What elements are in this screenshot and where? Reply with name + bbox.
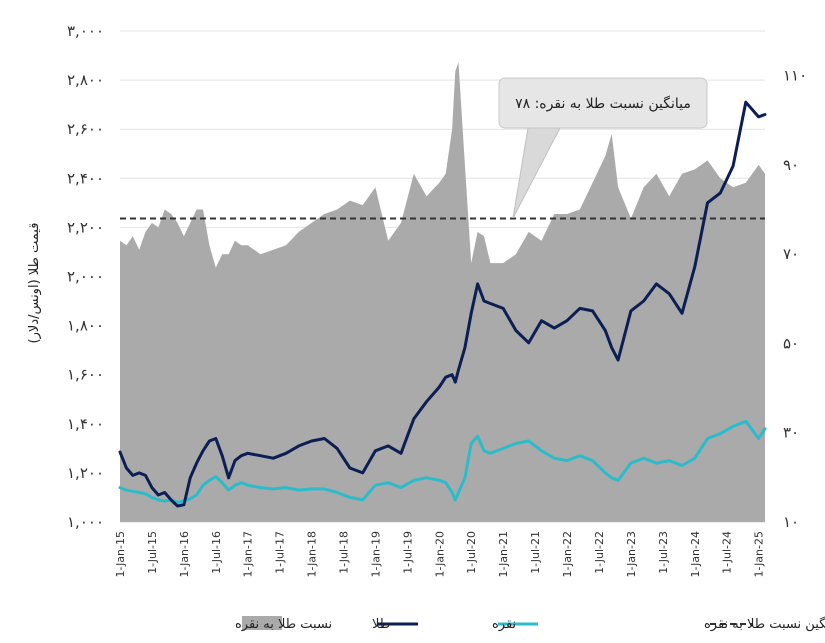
- y2-tick-label: ۵۰: [783, 334, 799, 352]
- right-axis-ticks: ۱۰ ۳۰ ۵۰ ۷۰ ۹۰ ۱۱۰: [783, 67, 807, 531]
- x-axis-ticks: 1-Jan-15 1-Jul-15 1-Jan-16 1-Jul-16 1-Jan-17…: [114, 531, 766, 578]
- x-tick-label: 1-Jan-15: [114, 531, 127, 578]
- y2-tick-label: ۷۰: [783, 245, 799, 263]
- y-tick-label: ۱,۲۰۰: [67, 464, 104, 482]
- x-tick-label: 1-Jul-22: [593, 531, 606, 574]
- legend: نسبت طلا به نقره طلا نقره میانگین نسبت طلا …: [235, 616, 825, 632]
- y2-tick-label: ۹۰: [783, 156, 799, 174]
- x-tick-label: 1-Jan-25: [753, 531, 766, 578]
- x-tick-label: 1-Jan-16: [178, 531, 191, 578]
- y-tick-label: ۳,۰۰۰: [67, 22, 104, 40]
- x-tick-label: 1-Jan-18: [306, 531, 319, 578]
- y-tick-label: ۱,۴۰۰: [67, 415, 104, 433]
- average-ratio-callout: میانگین نسبت طلا به نقره: ۷۸: [498, 77, 708, 219]
- price-lines-layer: [118, 100, 767, 508]
- callout-box: [498, 77, 708, 129]
- x-tick-label: 1-Jul-24: [721, 531, 734, 574]
- left-axis-ticks: ۱,۰۰۰ ۱,۲۰۰ ۱,۴۰۰ ۱,۶۰۰ ۱,۸۰۰ ۲,۰۰۰ ۲,۲۰۰ ۲,۴۰۰…: [67, 22, 104, 531]
- legend-label-silver: نقره: [492, 617, 516, 632]
- y-tick-label: ۲,۸۰۰: [67, 71, 104, 89]
- x-tick-label: 1-Jul-17: [274, 531, 287, 574]
- x-tick-label: 1-Jan-19: [369, 531, 382, 578]
- silver-line: [118, 419, 767, 504]
- ratio-area-series: [120, 62, 765, 522]
- x-tick-label: 1-Jul-15: [146, 531, 159, 574]
- x-tick-label: 1-Jul-18: [338, 531, 351, 574]
- y-tick-label: ۲,۲۰۰: [67, 218, 104, 236]
- x-tick-label: 1-Jan-24: [689, 531, 702, 578]
- legend-label-ratio: نسبت طلا به نقره: [235, 617, 332, 632]
- y-tick-label: ۱,۰۰۰: [67, 513, 104, 531]
- y2-tick-label: ۳۰: [783, 424, 799, 442]
- y-tick-label: ۲,۶۰۰: [67, 120, 104, 138]
- callout-pointer: [512, 127, 561, 219]
- y2-tick-label: ۱۱۰: [783, 67, 807, 85]
- legend-label-average: میانگین نسبت طلا به نقره: [704, 616, 825, 632]
- y-tick-label: ۱,۸۰۰: [67, 317, 104, 335]
- x-tick-label: 1-Jan-17: [242, 531, 255, 578]
- x-tick-label: 1-Jul-20: [465, 531, 478, 574]
- x-tick-label: 1-Jan-20: [433, 531, 446, 578]
- y-tick-label: ۱,۶۰۰: [67, 366, 104, 384]
- x-tick-label: 1-Jul-19: [401, 531, 414, 574]
- x-tick-label: 1-Jan-23: [625, 531, 638, 578]
- x-tick-label: 1-Jan-22: [561, 531, 574, 578]
- legend-swatch-ratio: [242, 616, 282, 630]
- x-tick-label: 1-Jul-23: [657, 531, 670, 574]
- x-tick-label: 1-Jan-21: [497, 531, 510, 578]
- x-tick-label: 1-Jul-21: [529, 531, 542, 574]
- y-tick-label: ۲,۴۰۰: [67, 169, 104, 187]
- legend-label-gold: طلا: [372, 617, 390, 632]
- ratio-area-layer: [120, 62, 765, 522]
- y2-tick-label: ۱۰: [783, 513, 799, 531]
- y-axis-title: قیمت طلا (اونس/دلار): [27, 223, 42, 344]
- x-tick-label: 1-Jul-16: [210, 531, 223, 574]
- y-tick-label: ۲,۰۰۰: [67, 268, 104, 286]
- gold-line: [118, 100, 767, 508]
- callout-text: میانگین نسبت طلا به نقره: ۷۸: [515, 95, 691, 112]
